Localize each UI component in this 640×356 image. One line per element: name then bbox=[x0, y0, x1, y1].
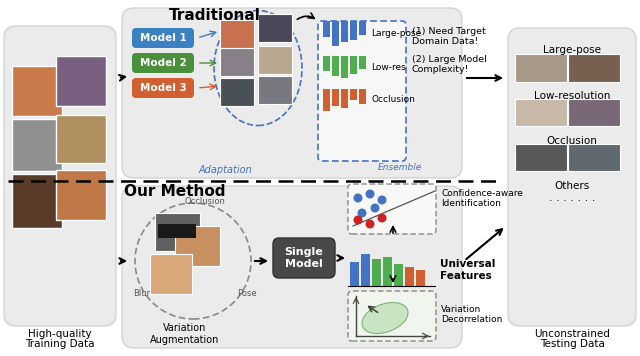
Bar bbox=[515, 144, 567, 171]
Bar bbox=[341, 89, 348, 108]
Circle shape bbox=[358, 209, 367, 218]
Bar bbox=[568, 99, 620, 126]
Text: Training Data: Training Data bbox=[25, 339, 95, 349]
Text: Occlusion: Occlusion bbox=[371, 95, 415, 105]
Text: Variation
Augmentation: Variation Augmentation bbox=[150, 323, 220, 345]
Bar bbox=[350, 56, 357, 74]
Circle shape bbox=[353, 215, 362, 225]
Text: Confidence-aware: Confidence-aware bbox=[441, 189, 523, 199]
Bar bbox=[12, 174, 62, 228]
Text: Occlusion: Occlusion bbox=[547, 136, 597, 146]
Bar bbox=[359, 21, 366, 35]
Circle shape bbox=[353, 194, 362, 203]
Text: Decorrelation: Decorrelation bbox=[441, 314, 502, 324]
Bar bbox=[12, 119, 62, 171]
Bar bbox=[56, 170, 106, 220]
Bar bbox=[332, 89, 339, 105]
Bar bbox=[394, 263, 403, 286]
Text: Large-pose: Large-pose bbox=[543, 45, 601, 55]
Text: (2) Large Model: (2) Large Model bbox=[412, 54, 487, 63]
Text: Universal
Features: Universal Features bbox=[440, 259, 495, 281]
FancyBboxPatch shape bbox=[508, 28, 636, 326]
Text: Occlusion: Occlusion bbox=[184, 197, 225, 205]
Bar bbox=[359, 56, 366, 69]
Text: Domain Data!: Domain Data! bbox=[412, 37, 478, 46]
Bar bbox=[220, 20, 254, 48]
Text: Testing Data: Testing Data bbox=[540, 339, 604, 349]
FancyBboxPatch shape bbox=[348, 184, 436, 234]
Text: Large-pose: Large-pose bbox=[371, 30, 421, 38]
Circle shape bbox=[365, 220, 374, 229]
Bar bbox=[220, 48, 254, 76]
Circle shape bbox=[371, 204, 380, 213]
Text: Traditional: Traditional bbox=[169, 7, 261, 22]
FancyBboxPatch shape bbox=[132, 53, 194, 73]
Bar bbox=[323, 56, 330, 72]
Bar bbox=[175, 226, 220, 266]
Text: . . . . . . .: . . . . . . . bbox=[549, 193, 595, 203]
Text: Our Method: Our Method bbox=[124, 184, 226, 199]
Bar bbox=[568, 54, 620, 82]
Bar bbox=[515, 99, 567, 126]
Text: Low-res: Low-res bbox=[371, 63, 406, 72]
Circle shape bbox=[378, 214, 387, 222]
Bar bbox=[568, 144, 620, 171]
Text: Model 1: Model 1 bbox=[140, 33, 186, 43]
Bar bbox=[341, 56, 348, 78]
Bar bbox=[372, 259, 381, 286]
Bar bbox=[150, 254, 192, 294]
Bar bbox=[220, 78, 254, 106]
Bar bbox=[155, 213, 200, 251]
Text: Variation: Variation bbox=[441, 304, 481, 314]
Bar bbox=[383, 257, 392, 286]
Bar bbox=[515, 54, 567, 82]
FancyBboxPatch shape bbox=[132, 78, 194, 98]
Bar bbox=[416, 270, 425, 286]
Bar bbox=[258, 14, 292, 42]
Bar bbox=[405, 267, 414, 286]
Bar bbox=[158, 224, 196, 238]
Text: Model 2: Model 2 bbox=[140, 58, 186, 68]
Bar bbox=[359, 89, 366, 104]
FancyBboxPatch shape bbox=[318, 21, 406, 161]
Bar bbox=[361, 254, 370, 286]
Text: Low-resolution: Low-resolution bbox=[534, 91, 610, 101]
FancyBboxPatch shape bbox=[122, 186, 462, 348]
Text: Identification: Identification bbox=[441, 199, 501, 209]
FancyBboxPatch shape bbox=[122, 8, 462, 178]
Circle shape bbox=[378, 195, 387, 204]
Bar bbox=[350, 262, 359, 286]
Text: Ensemble: Ensemble bbox=[378, 163, 422, 172]
Bar bbox=[323, 21, 330, 37]
Text: Complexity!: Complexity! bbox=[412, 64, 469, 73]
FancyBboxPatch shape bbox=[4, 26, 116, 326]
Text: High-quality: High-quality bbox=[28, 329, 92, 339]
Bar bbox=[12, 66, 62, 116]
Bar bbox=[323, 89, 330, 111]
Bar bbox=[258, 46, 292, 74]
FancyBboxPatch shape bbox=[348, 291, 436, 341]
Ellipse shape bbox=[362, 303, 408, 334]
Text: Others: Others bbox=[554, 181, 589, 191]
Text: Model 3: Model 3 bbox=[140, 83, 186, 93]
Circle shape bbox=[365, 189, 374, 199]
Bar bbox=[56, 115, 106, 163]
Bar bbox=[332, 21, 339, 46]
Bar bbox=[341, 21, 348, 42]
Bar bbox=[258, 76, 292, 104]
FancyBboxPatch shape bbox=[132, 28, 194, 48]
Bar bbox=[56, 56, 106, 106]
Text: Blur: Blur bbox=[133, 288, 150, 298]
FancyBboxPatch shape bbox=[273, 238, 335, 278]
Text: Unconstrained: Unconstrained bbox=[534, 329, 610, 339]
Text: (1) Need Target: (1) Need Target bbox=[412, 26, 486, 36]
Bar bbox=[350, 21, 357, 40]
Text: Pose: Pose bbox=[237, 288, 257, 298]
Text: Adaptation: Adaptation bbox=[198, 165, 252, 175]
Text: Single
Model: Single Model bbox=[285, 247, 323, 269]
Bar bbox=[332, 56, 339, 76]
Bar bbox=[350, 89, 357, 100]
